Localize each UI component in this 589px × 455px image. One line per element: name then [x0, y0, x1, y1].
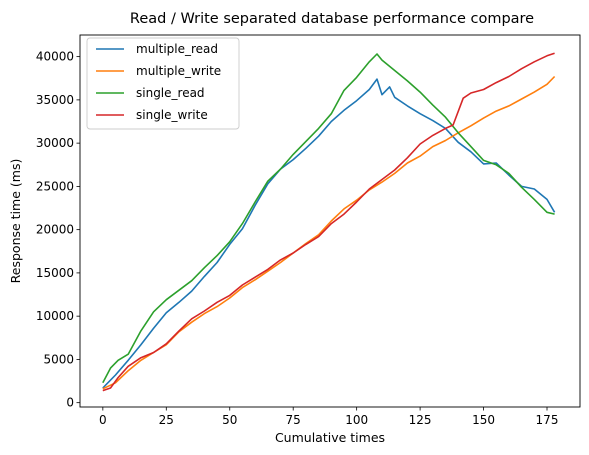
x-tick-label: 175 — [536, 413, 559, 427]
series-line-single-write — [102, 52, 555, 392]
x-tick-label: 25 — [159, 413, 174, 427]
y-axis-ticks: 0 5000 10000 15000 20000 25000 30000 35000 40000 — [36, 50, 80, 410]
series-line-multiple-read — [102, 78, 556, 389]
legend-label: multiple_read — [136, 42, 218, 56]
y-tick-label: 30000 — [36, 136, 74, 150]
legend-label: single_read — [136, 86, 205, 100]
x-axis-ticks: 0 25 50 75 100 125 150 175 — [99, 407, 558, 427]
legend: multiple_read multiple_write single_readsi… — [86, 37, 240, 130]
series-lines — [102, 52, 556, 392]
y-tick-label: 35000 — [36, 93, 74, 107]
legend-label: single_write — [136, 108, 208, 122]
chart-title: Read / Write separated database performa… — [130, 11, 534, 27]
y-tick-label: 15000 — [36, 266, 74, 280]
y-tick-label: 25000 — [36, 179, 74, 193]
x-tick-label: 150 — [472, 413, 495, 427]
y-axis-label: Response time (ms) — [8, 159, 23, 284]
x-tick-label: 100 — [345, 413, 368, 427]
y-tick-label: 0 — [66, 396, 74, 410]
x-tick-label: 50 — [222, 413, 237, 427]
x-tick-label: 0 — [99, 413, 107, 427]
legend-box — [86, 37, 240, 130]
x-tick-label: 75 — [286, 413, 301, 427]
y-tick-label: 40000 — [36, 50, 74, 64]
plot-area — [79, 34, 581, 408]
series-line-single-read — [102, 53, 555, 384]
x-tick-label: 125 — [409, 413, 432, 427]
y-tick-label: 20000 — [36, 223, 74, 237]
y-tick-label: 5000 — [43, 352, 74, 366]
legend-label: multiple_write — [136, 64, 221, 78]
y-tick-label: 10000 — [36, 309, 74, 323]
x-axis-label: Cumulative times — [275, 430, 385, 445]
